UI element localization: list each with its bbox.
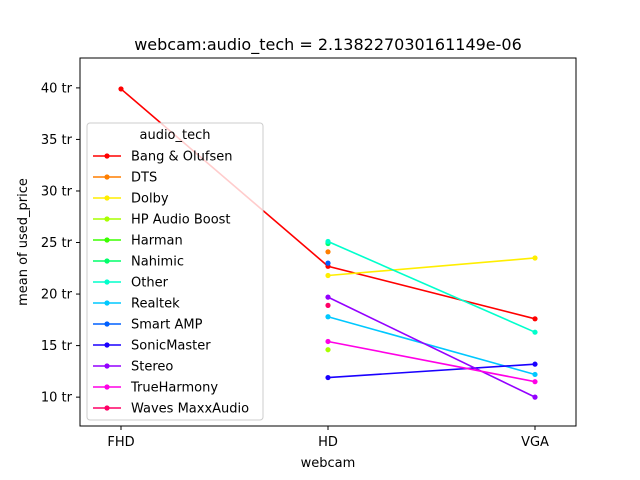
data-point-smart-amp-hd: [325, 260, 331, 266]
data-point-trueharmony-vga: [532, 379, 538, 385]
legend-label-sonicmaster: SonicMaster: [131, 339, 211, 354]
legend-label-other: Other: [131, 276, 169, 291]
legend-box: [86, 122, 264, 421]
y-tick-label: 20 tr: [41, 288, 73, 303]
legend-marker-dolby: [104, 195, 110, 201]
legend-label-waves-maxxaudio: Waves MaxxAudio: [131, 402, 249, 417]
legend-marker-other: [104, 279, 110, 285]
series-line-dolby: [327, 257, 536, 277]
y-tick-label: 40 tr: [41, 81, 73, 96]
legend-label-nahimic: Nahimic: [131, 255, 184, 270]
series-line-sonicmaster: [327, 363, 536, 379]
legend-label-trueharmony: TrueHarmony: [130, 381, 218, 396]
legend-label-dts: DTS: [131, 171, 157, 186]
legend-marker-waves-maxxaudio: [104, 405, 110, 411]
legend-marker-sonicmaster: [104, 342, 110, 348]
data-point-other-hd: [325, 238, 331, 245]
data-point-sonicmaster-vga: [532, 361, 538, 367]
y-tick-label: 30 tr: [41, 184, 73, 199]
y-tick-label: 15 tr: [41, 339, 73, 354]
series-line-realtek: [327, 315, 536, 376]
legend: audio_tech Bang & Olufsen DTS Dolby HP Audio…: [86, 122, 264, 421]
data-point-stereo-vga: [532, 394, 538, 400]
data-point-realtek-vga: [532, 371, 538, 378]
data-point-sonicmaster-hd: [325, 374, 331, 381]
data-point-dolby-vga: [532, 255, 538, 261]
legend-label-dolby: Dolby: [131, 192, 169, 207]
y-tick-label: 35 tr: [41, 133, 73, 148]
legend-marker-bang-olufsen: [104, 153, 110, 159]
x-tick-label: VGA: [521, 435, 549, 450]
legend-marker-trueharmony: [104, 384, 110, 390]
y-axis-label: mean of used_price: [16, 178, 31, 306]
data-point-stereo-hd: [325, 294, 331, 300]
legend-marker-stereo: [104, 363, 110, 369]
y-tick-label: 10 tr: [41, 391, 73, 406]
data-point-trueharmony-hd: [325, 338, 331, 345]
data-point-realtek-hd: [325, 314, 331, 320]
x-axis-label: webcam: [301, 456, 356, 471]
series-line-trueharmony: [327, 340, 536, 383]
legend-marker-smart-amp: [104, 321, 110, 327]
legend-label-hp-audio-boost: HP Audio Boost: [131, 213, 231, 228]
legend-marker-hp-audio-boost: [104, 216, 110, 222]
data-point-dolby-hd: [325, 272, 331, 279]
data-point-waves-maxxaudio-hd: [325, 302, 331, 308]
legend-label-smart-amp: Smart AMP: [131, 318, 203, 333]
legend-marker-dts: [104, 174, 110, 180]
data-point-dts-hd: [325, 249, 331, 255]
legend-label-realtek: Realtek: [131, 297, 180, 312]
legend-label-harman: Harman: [131, 234, 183, 249]
series-line-stereo: [327, 296, 536, 398]
chart-title: webcam:audio_tech = 2.138227030161149e-0…: [134, 35, 522, 55]
data-point-other-vga: [532, 329, 538, 335]
legend-title: audio_tech: [139, 128, 210, 143]
legend-marker-realtek: [104, 300, 110, 306]
legend-label-stereo: Stereo: [131, 360, 173, 375]
legend-label-bang-olufsen: Bang & Olufsen: [131, 150, 232, 165]
data-point-bang-olufsen-fhd: [118, 86, 124, 92]
series-line-other: [327, 240, 536, 333]
y-tick-label: 25 tr: [41, 236, 73, 251]
legend-marker-nahimic: [104, 258, 110, 264]
axes-layer: 10 tr 15 tr 20 tr 25 tr 30 tr 35 tr 40 tr FHD HD…: [41, 57, 577, 450]
data-point-hp-audio-boost-hd: [325, 347, 331, 353]
x-tick-label: FHD: [107, 435, 134, 450]
x-tick-label: HD: [318, 435, 338, 450]
data-point-bang-olufsen-vga: [532, 316, 538, 322]
legend-marker-harman: [104, 237, 110, 243]
